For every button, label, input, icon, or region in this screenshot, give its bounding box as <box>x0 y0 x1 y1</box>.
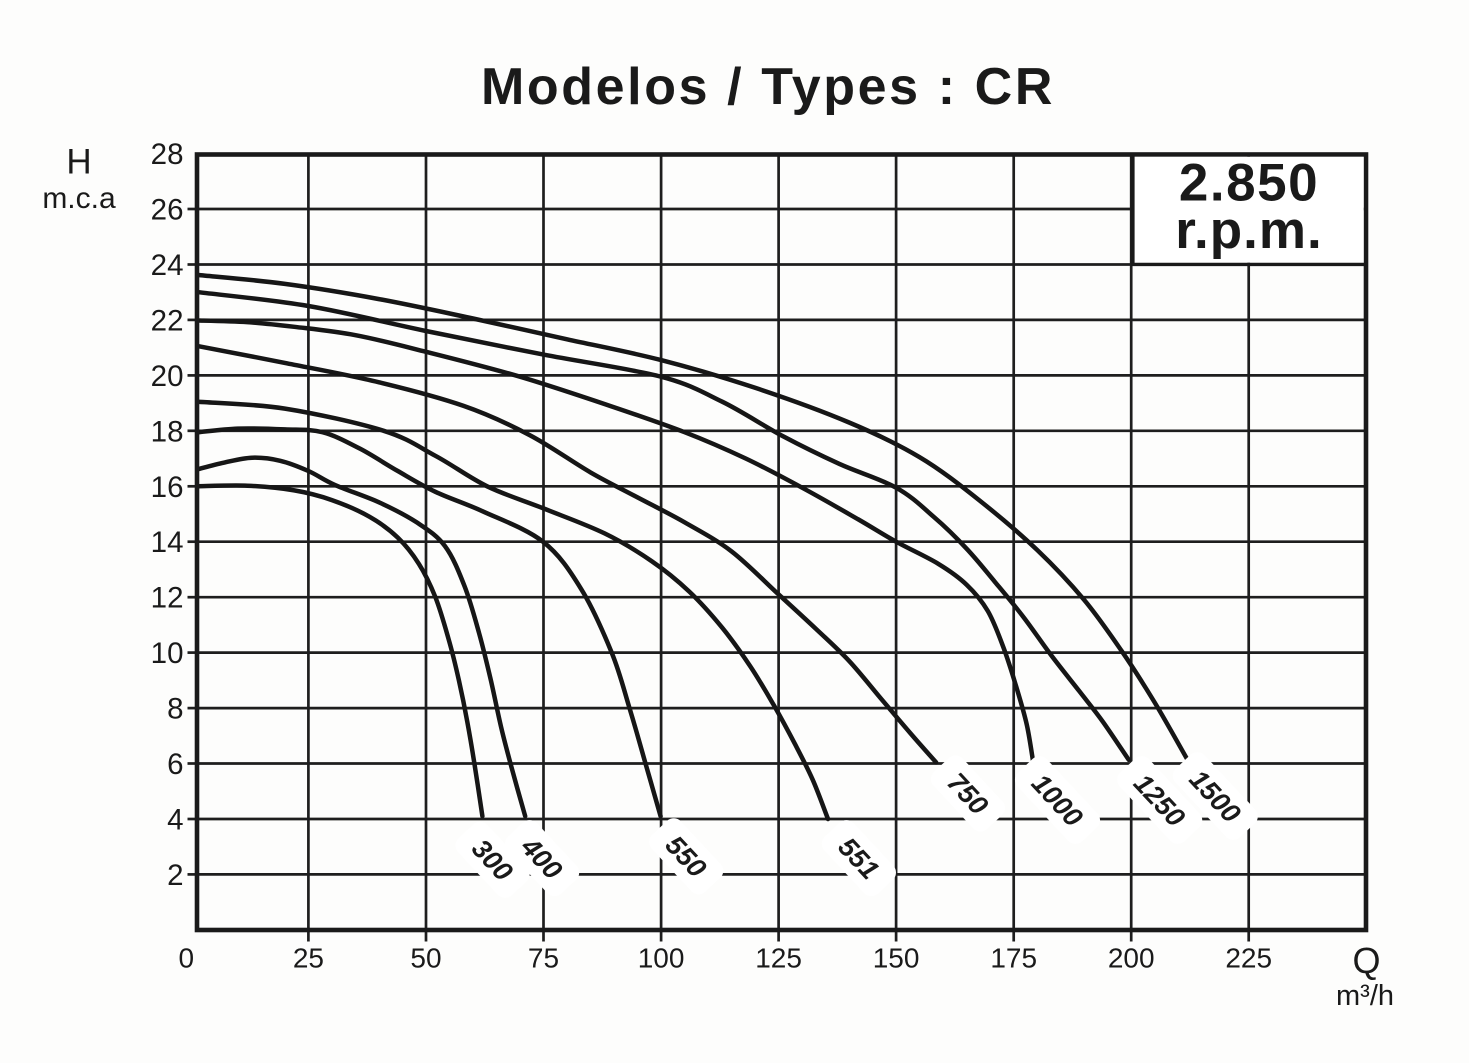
svg-text:m³/h: m³/h <box>1336 980 1394 1012</box>
svg-text:12: 12 <box>151 582 184 615</box>
svg-text:28: 28 <box>151 138 184 171</box>
svg-text:100: 100 <box>638 943 685 974</box>
svg-text:20: 20 <box>151 360 184 393</box>
svg-text:2: 2 <box>167 859 183 892</box>
svg-text:m.c.a: m.c.a <box>42 182 116 215</box>
svg-text:4: 4 <box>167 804 183 837</box>
svg-text:150: 150 <box>873 943 920 974</box>
svg-text:24: 24 <box>151 249 184 282</box>
svg-text:8: 8 <box>167 693 183 726</box>
svg-text:Modelos / Types : CR: Modelos / Types : CR <box>481 58 1055 116</box>
svg-text:18: 18 <box>151 415 184 448</box>
svg-text:50: 50 <box>410 943 441 974</box>
svg-text:225: 225 <box>1225 943 1272 974</box>
svg-text:Q: Q <box>1352 940 1380 981</box>
svg-text:6: 6 <box>167 748 183 781</box>
svg-text:14: 14 <box>151 526 184 559</box>
svg-text:H: H <box>66 143 91 182</box>
svg-text:26: 26 <box>151 194 184 227</box>
svg-text:0: 0 <box>179 943 195 974</box>
svg-text:2.850: 2.850 <box>1179 154 1319 213</box>
svg-text:16: 16 <box>151 471 184 504</box>
svg-text:22: 22 <box>151 304 184 337</box>
svg-text:125: 125 <box>755 943 802 974</box>
svg-text:75: 75 <box>528 943 559 974</box>
svg-text:25: 25 <box>293 943 324 974</box>
svg-text:200: 200 <box>1108 943 1155 974</box>
svg-text:10: 10 <box>151 637 184 670</box>
svg-text:175: 175 <box>990 943 1037 974</box>
svg-text:r.p.m.: r.p.m. <box>1175 201 1322 260</box>
